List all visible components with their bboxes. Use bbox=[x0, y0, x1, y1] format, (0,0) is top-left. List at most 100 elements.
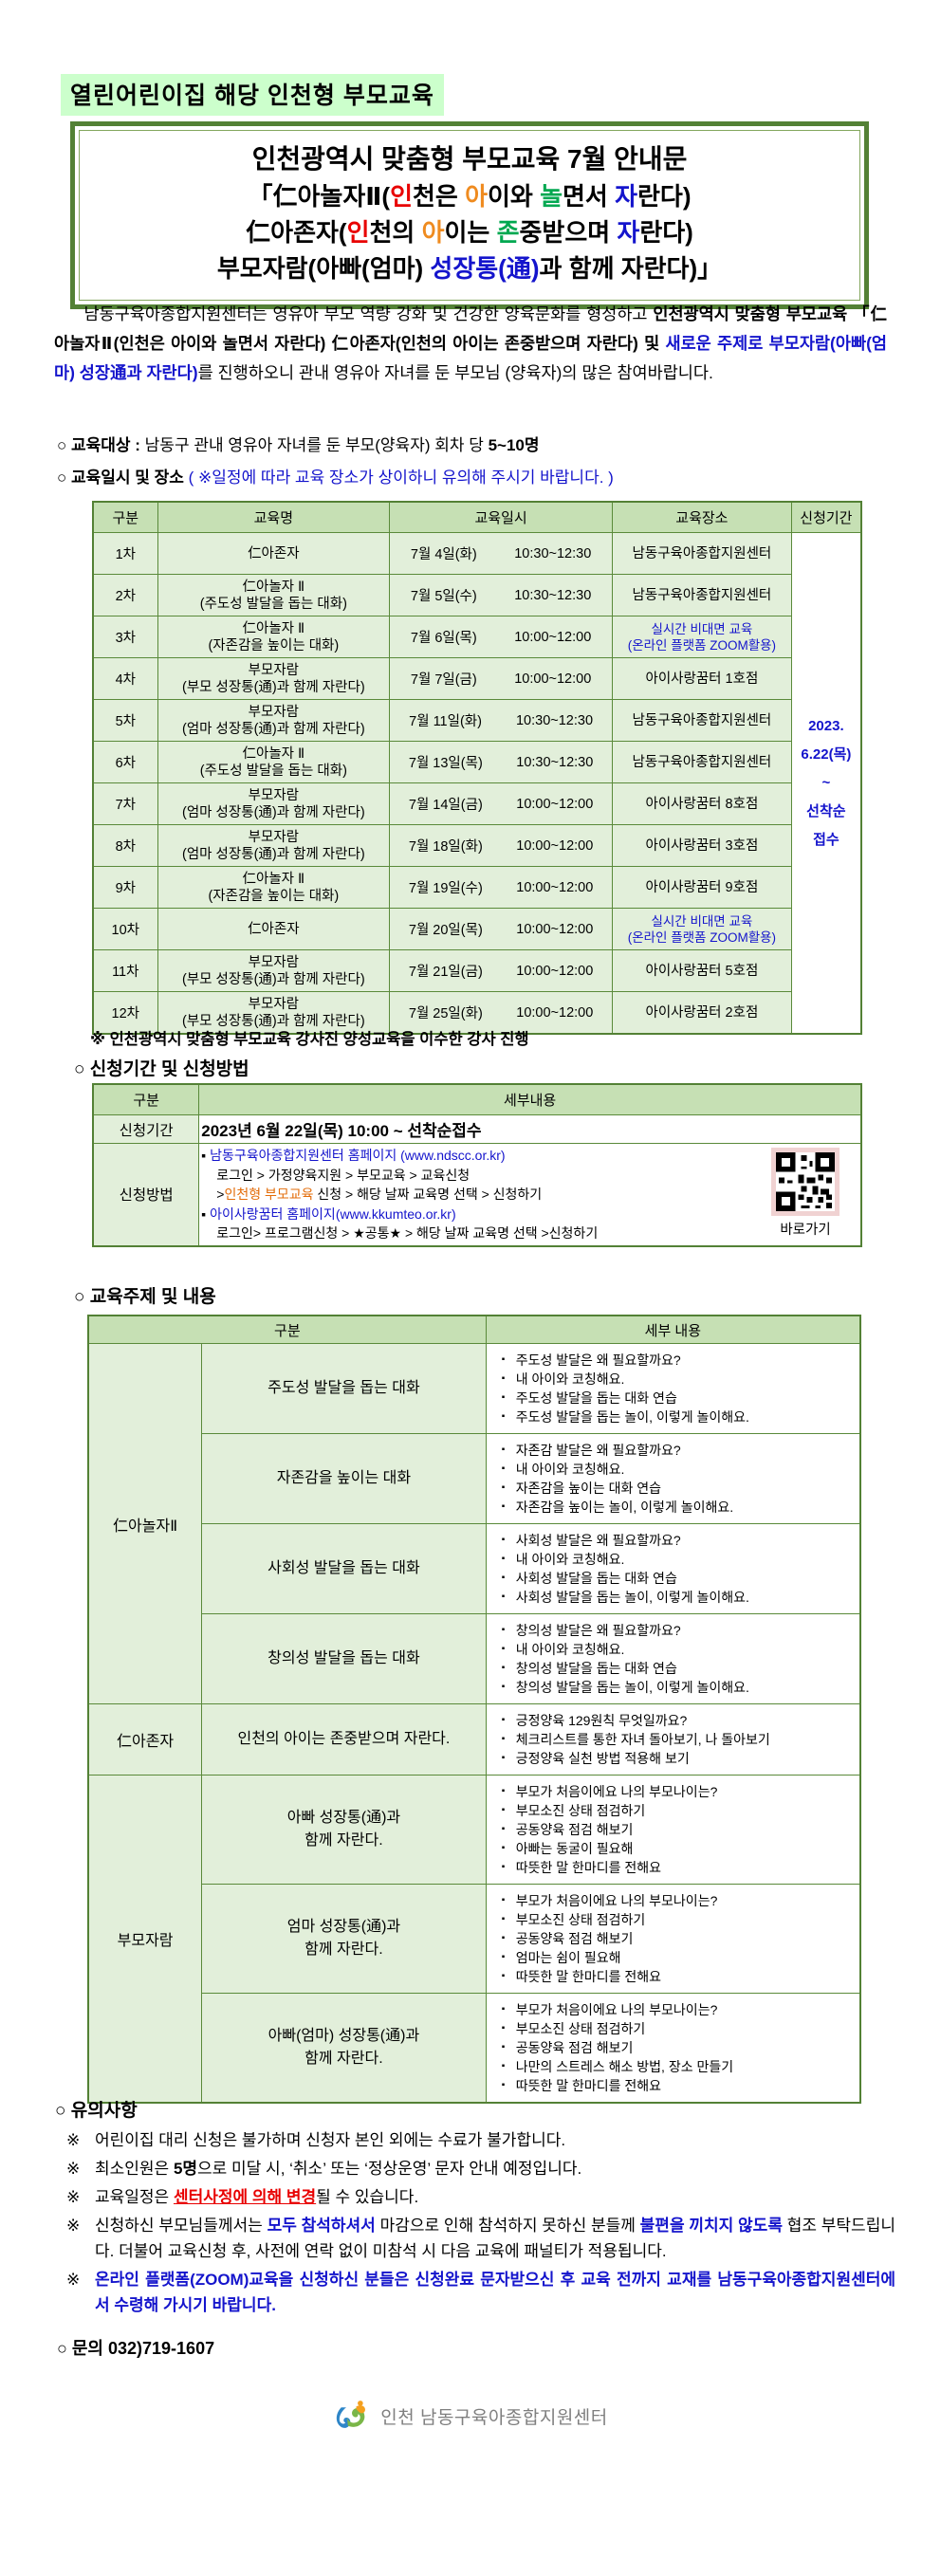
title-box: 인천광역시 맞춤형 부모교육 7월 안내문 「仁아놀자Ⅱ(인천은 아이와 놀면서… bbox=[70, 121, 869, 309]
text-segment: 놀 bbox=[540, 182, 563, 211]
apply-method-line: 로그인> 프로그램신청 > ★공통★ > 해당 날짜 교육명 선택 >신청하기 bbox=[201, 1224, 858, 1243]
topic-bullet: ▪ 부모소진 상태 점검하기 bbox=[502, 2019, 850, 2038]
bullet-square-icon: ▪ bbox=[501, 1644, 506, 1654]
text-segment: 최소인원은 bbox=[95, 2160, 174, 2178]
topic-bullet: ▪ 부모가 처음이에요 나의 부모나이는? bbox=[502, 2000, 850, 2019]
text-segment: 교육일시 및 장소 bbox=[71, 469, 189, 487]
schedule-header-course: 교육명 bbox=[157, 501, 391, 533]
note-reference-mark: ※ bbox=[66, 2160, 81, 2178]
text-segment: ▪ bbox=[201, 1148, 211, 1163]
course-name-line: 仁아존자 bbox=[248, 545, 300, 561]
course-name-line: 仁아존자 bbox=[248, 921, 300, 937]
text-segment: 아 bbox=[465, 182, 488, 211]
topic-bullet: ▪ 공동양육 점검 해보기 bbox=[502, 2038, 850, 2057]
schedule-cell-course: 부모자람 (엄마 성장통(通)과 함께 자란다) bbox=[157, 824, 391, 867]
bullet-text: 긍정양육 실천 방법 적용해 보기 bbox=[515, 1751, 690, 1766]
topics-row: 아빠(엄마) 성장통(通)과 함께 자란다. ▪ 부모가 처음이에요 나의 부모나이는… bbox=[88, 1993, 861, 2104]
qr-block: 바로가기 bbox=[771, 1148, 840, 1239]
topic-bullet: ▪ 내 아이와 코칭해요. bbox=[502, 1550, 850, 1569]
bullet-square-icon: ▪ bbox=[501, 2023, 506, 2033]
topic-line: 함께 자란다. bbox=[304, 2051, 383, 2067]
course-name-line: (엄마 성장통(通)과 함께 자란다) bbox=[182, 804, 365, 820]
note-reference-mark: ※ bbox=[66, 2188, 81, 2206]
bullet-text: 부모가 처음이에요 나의 부모나이는? bbox=[515, 2002, 718, 2017]
place-line: 실시간 비대면 교육 bbox=[651, 621, 753, 636]
apply-period-line: 2023. bbox=[808, 717, 844, 734]
topic-bullet: ▪ 따뜻한 말 한마디를 전해요 bbox=[502, 2076, 850, 2095]
bullet-square-icon: ▪ bbox=[501, 1482, 506, 1493]
bullet-text: 부모소진 상태 점검하기 bbox=[515, 2021, 646, 2036]
bullet-text: 자존감 발달은 왜 필요할까요? bbox=[515, 1443, 681, 1458]
note-text: 최소인원은 5명으로 미달 시, ‘취소’ 또는 ‘정상운영’ 문자 안내 예정… bbox=[95, 2156, 895, 2181]
topics-cell-detail: ▪ 창의성 발달은 왜 필요할까요? ▪ 내 아이와 코칭해요. ▪ 창의성 발달을 돕는… bbox=[485, 1613, 861, 1704]
course-name-line: (엄마 성장통(通)과 함께 자란다) bbox=[182, 721, 365, 737]
bullet-text: 내 아이와 코칭해요. bbox=[515, 1371, 625, 1387]
bullet-text: 자존감을 높이는 놀이, 이렇게 놀이해요. bbox=[515, 1500, 734, 1515]
place-line: 아이사랑꿈터 9호점 bbox=[645, 879, 759, 895]
datetime-wrap: 7월 6일(목) 10:00~12:00 bbox=[392, 627, 610, 647]
apply-method-line: 로그인 > 가정양육지원 > 부모교육 > 교육신청 bbox=[201, 1166, 858, 1186]
course-name-line: (부모 성장통(通)과 함께 자란다) bbox=[182, 971, 365, 987]
apply-header-detail: 세부내용 bbox=[198, 1083, 862, 1115]
text-segment: 천은 bbox=[412, 182, 466, 211]
schedule-cell-place: 남동구육아종합지원센터 bbox=[612, 574, 792, 616]
bullet-text: 체크리스트를 통한 자녀 돌아보기, 나 돌아보기 bbox=[515, 1732, 770, 1747]
bullet-text: 부모소진 상태 점검하기 bbox=[515, 1912, 646, 1927]
text-segment: 어린이집 대리 신청은 불가하며 신청자 본인 외에는 수료가 불가합니다. bbox=[95, 2131, 566, 2149]
note-text: 어린이집 대리 신청은 불가하며 신청자 본인 외에는 수료가 불가합니다. bbox=[95, 2127, 895, 2153]
date-text: 7월 4일(화) bbox=[410, 547, 477, 562]
text-segment: ○ bbox=[57, 469, 71, 487]
bullet-square-icon: ▪ bbox=[501, 1592, 506, 1602]
schedule-cell-datetime: 7월 14일(금) 10:00~12:00 bbox=[389, 782, 614, 825]
topic-bullet: ▪ 내 아이와 코칭해요. bbox=[502, 1460, 850, 1479]
bullet-square-icon: ▪ bbox=[501, 1554, 506, 1564]
topics-cell-detail: ▪ 부모가 처음이에요 나의 부모나이는? ▪ 부모소진 상태 점검하기 ▪ 공동양육 점… bbox=[485, 1884, 861, 1994]
topic-line: 아빠 성장통(通)과 bbox=[286, 1810, 401, 1826]
text-segment: 5~10명 bbox=[488, 436, 540, 454]
apply-period-line: 접수 bbox=[813, 831, 840, 848]
footer: 인천 남동구육아종합지원센터 bbox=[0, 2396, 941, 2436]
text-segment: 신청 > 해당 날짜 교육명 선택 > 신청하기 bbox=[313, 1187, 543, 1202]
text-segment: 교육대상 : bbox=[71, 436, 145, 454]
bullet-square-icon: ▪ bbox=[501, 1463, 506, 1474]
course-name-line: 부모자람 bbox=[248, 996, 300, 1012]
bullet-square-icon: ▪ bbox=[501, 1843, 506, 1853]
text-segment: 과 함께 자란다)」 bbox=[539, 254, 723, 283]
bullet-text: 사회성 발달을 돕는 대화 연습 bbox=[515, 1571, 677, 1586]
bullet-square-icon: ▪ bbox=[501, 1805, 506, 1815]
topic-bullet: ▪ 주도성 발달을 돕는 대화 연습 bbox=[502, 1389, 850, 1408]
place-line: 실시간 비대면 교육 bbox=[651, 913, 753, 929]
topic-bullet: ▪ 아빠는 동굴이 필요해 bbox=[502, 1839, 850, 1858]
place-line: 아이사랑꿈터 1호점 bbox=[645, 671, 759, 687]
bullet-square-icon: ▪ bbox=[501, 1411, 506, 1422]
course-name-line: (부모 성장통(通)과 함께 자란다) bbox=[182, 1013, 365, 1029]
bullet-square-icon: ▪ bbox=[501, 1663, 506, 1673]
text-segment: 존 bbox=[496, 218, 520, 247]
schedule-cell-place: 아이사랑꿈터 2호점 bbox=[612, 991, 792, 1035]
time-text: 10:00~12:00 bbox=[516, 879, 594, 895]
topic-bullet: ▪ 부모소진 상태 점검하기 bbox=[502, 1801, 850, 1820]
topics-cell-detail: ▪ 사회성 발달은 왜 필요할까요? ▪ 내 아이와 코칭해요. ▪ 사회성 발달을 돕는… bbox=[485, 1523, 861, 1614]
text-segment: 이와 bbox=[487, 182, 541, 211]
text-segment: 인 bbox=[390, 182, 413, 211]
bullet-square-icon: ▪ bbox=[501, 1573, 506, 1583]
course-name-line: (주도성 발달을 돕는 대화) bbox=[199, 763, 347, 779]
schedule-cell-round: 7차 bbox=[92, 782, 158, 825]
topics-row: 엄마 성장통(通)과 함께 자란다. ▪ 부모가 처음이에요 나의 부모나이는? ▪ 부모… bbox=[88, 1884, 861, 1994]
bullet-square-icon: ▪ bbox=[501, 1971, 506, 1981]
bullet-text: 공동양육 점검 해보기 bbox=[515, 1822, 634, 1837]
bullet-text: 엄마는 쉼이 필요해 bbox=[515, 1950, 621, 1965]
text-segment: 남동구육아종합지원센터 홈페이지 (www.ndscc.or.kr) bbox=[210, 1148, 506, 1163]
date-text: 7월 6일(목) bbox=[410, 631, 477, 646]
schedule-header-round: 구분 bbox=[92, 501, 158, 533]
bullet-text: 창의성 발달을 돕는 놀이, 이렇게 놀이해요. bbox=[515, 1680, 749, 1695]
schedule-cell-place: 실시간 비대면 교육 (온라인 플랫폼 ZOOM활용) bbox=[612, 908, 792, 950]
note-text: 신청하신 부모님들께서는 모두 참석하셔서 마감으로 인해 참석하지 못하신 분… bbox=[95, 2213, 895, 2264]
course-name-line: 仁아놀자 Ⅱ bbox=[242, 745, 305, 762]
schedule-cell-round: 8차 bbox=[92, 824, 158, 867]
text-segment: 온라인 플랫폼(ZOOM)교육을 신청하신 분들은 신청완료 문자받으신 후 교… bbox=[95, 2271, 895, 2314]
topic-bullet: ▪ 내 아이와 코칭해요. bbox=[502, 1640, 850, 1659]
datetime-wrap: 7월 25일(화) 10:00~12:00 bbox=[392, 1003, 610, 1022]
schedule-row: 12차 부모자람 (부모 성장통(通)과 함께 자란다) 7월 25일(화) 10:00… bbox=[92, 991, 861, 1035]
notes-items: ※ 어린이집 대리 신청은 불가하며 신청자 본인 외에는 수료가 불가합니다. ※… bbox=[55, 2127, 895, 2318]
